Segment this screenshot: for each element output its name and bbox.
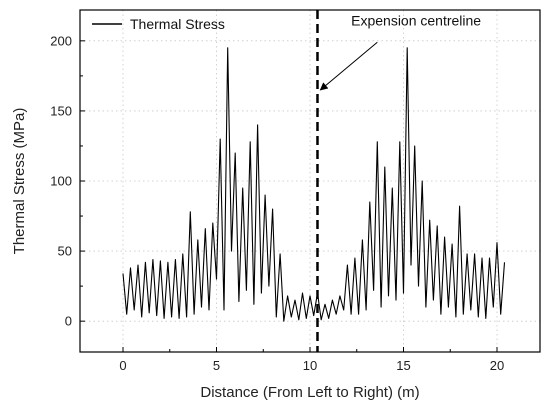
annotation-layer <box>316 10 378 352</box>
x-tick-label: 20 <box>490 358 504 373</box>
x-tick-label: 0 <box>119 358 126 373</box>
legend-label-thermal-stress: Thermal Stress <box>130 16 225 32</box>
y-tick-label: 100 <box>50 174 72 189</box>
x-tick-label: 10 <box>303 358 317 373</box>
y-tick-label: 50 <box>58 244 72 259</box>
x-tick-label: 5 <box>213 358 220 373</box>
series-layer <box>122 47 506 322</box>
centreline-annotation-label: Expension centreline <box>351 12 481 28</box>
grid-lines <box>80 10 540 352</box>
y-tick-label: 0 <box>65 314 72 329</box>
series-line-thermal-stress <box>122 47 506 322</box>
legend: Thermal Stress <box>92 16 225 32</box>
x-axis-title: Distance (From Left to Right) (m) <box>200 384 419 401</box>
centreline-arrow <box>319 41 378 91</box>
x-tick-label: 15 <box>396 358 410 373</box>
y-tick-label: 200 <box>50 33 72 48</box>
y-axis-title: Thermal Stress (MPa) <box>11 108 28 255</box>
y-tick-label: 150 <box>50 103 72 118</box>
